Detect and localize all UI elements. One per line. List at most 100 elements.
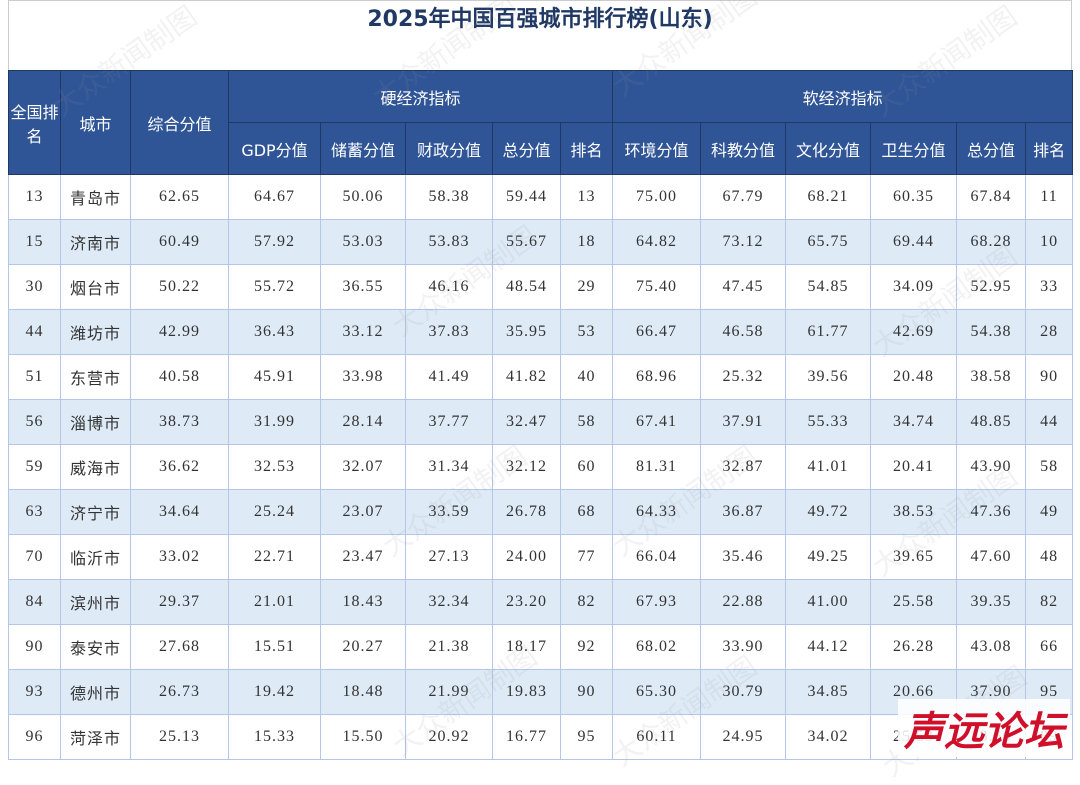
cell: 滨州市	[60, 579, 131, 625]
header-group: 硬经济指标	[227, 70, 614, 123]
cell: 70	[8, 534, 61, 580]
cell: 92	[559, 624, 614, 670]
cell: 43.90	[956, 444, 1027, 490]
header-cell: 综合分值	[130, 70, 229, 175]
cell: 24.00	[492, 534, 561, 580]
cell: 20.41	[870, 444, 958, 490]
cell: 41.49	[405, 354, 493, 400]
cell: 32.12	[492, 444, 561, 490]
cell: 75.40	[612, 264, 702, 310]
cell: 60.49	[130, 219, 229, 265]
cell: 烟台市	[60, 264, 131, 310]
cell: 32.47	[492, 399, 561, 445]
cell: 53	[559, 309, 614, 355]
cell: 55.33	[785, 399, 872, 445]
data-row: 63 济宁市 34.64 25.24 23.07 33.59 26.78 68 64.33 36.…	[8, 489, 1074, 535]
data-row: 90 泰安市 27.68 15.51 20.27 21.38 18.17 92 68.02 33.…	[8, 624, 1074, 670]
cell: 55.72	[228, 264, 321, 310]
cell: 41.00	[785, 579, 872, 625]
cell: 37.83	[405, 309, 493, 355]
cell: 90	[8, 624, 61, 670]
cell: 53.83	[405, 219, 493, 265]
cell: 29	[559, 264, 614, 310]
cell: 泰安市	[60, 624, 131, 670]
header-cell: 城市	[60, 70, 131, 175]
data-row: 30 烟台市 50.22 55.72 36.55 46.16 48.54 29 75.40 47.…	[8, 264, 1074, 310]
cell: 29.37	[130, 579, 229, 625]
cell: 68.28	[956, 219, 1027, 265]
cell: 23.20	[492, 579, 561, 625]
cell: 36.62	[130, 444, 229, 490]
cell: 13	[8, 174, 61, 220]
cell: 66.47	[612, 309, 702, 355]
cell: 69.44	[870, 219, 958, 265]
cell: 济宁市	[60, 489, 131, 535]
data-row: 44 潍坊市 42.99 36.43 33.12 37.83 35.95 53 66.47 46.…	[8, 309, 1074, 355]
cell: 77	[559, 534, 614, 580]
cell: 67.84	[956, 174, 1027, 220]
data-row: 93 德州市 26.73 19.42 18.48 21.99 19.83 90 65.30 30.…	[8, 669, 1074, 715]
data-row: 13 青岛市 62.65 64.67 50.06 58.38 59.44 13 75.00 67.…	[8, 174, 1074, 220]
cell: 16.77	[492, 714, 561, 760]
cell: 41.01	[785, 444, 872, 490]
cell: 20.27	[320, 624, 406, 670]
data-row: 84 滨州市 29.37 21.01 18.43 32.34 23.20 82 67.93 22.…	[8, 579, 1074, 625]
cell: 62.65	[130, 174, 229, 220]
cell: 49.72	[785, 489, 872, 535]
cell: 20.92	[405, 714, 493, 760]
cell: 45.91	[228, 354, 321, 400]
cell: 35.95	[492, 309, 561, 355]
header-row: GDP分值 储蓄分值 财政分值 总分值 排名 环境分值 科教分值 文化分值 卫生分值 总分值 排名	[9, 122, 1074, 175]
cell: 64.67	[228, 174, 321, 220]
header-cell: 储蓄分值	[320, 122, 406, 175]
page: 2025年中国百强城市排行榜(山东) 全国排名 城市 综合分值 硬经济指标 软经济指标 G…	[8, 0, 1074, 783]
cell: 22.88	[700, 579, 787, 625]
cell: 90	[559, 669, 614, 715]
cell: 34.74	[870, 399, 958, 445]
cell: 64.33	[612, 489, 702, 535]
cell: 67.93	[612, 579, 702, 625]
cell: 33.02	[130, 534, 229, 580]
cell: 40.58	[130, 354, 229, 400]
header-cell: 环境分值	[612, 122, 702, 175]
cell: 10	[1025, 219, 1074, 265]
cell: 22.71	[228, 534, 321, 580]
cell: 64.82	[612, 219, 702, 265]
cell: 44	[8, 309, 61, 355]
cell: 42.69	[870, 309, 958, 355]
cell: 58.38	[405, 174, 493, 220]
cell: 47.36	[956, 489, 1027, 535]
cell: 18.48	[320, 669, 406, 715]
cell: 37.77	[405, 399, 493, 445]
cell: 46.16	[405, 264, 493, 310]
cell: 44.12	[785, 624, 872, 670]
cell: 34.85	[785, 669, 872, 715]
cell: 44	[1025, 399, 1074, 445]
cell: 32.34	[405, 579, 493, 625]
header-cell: 财政分值	[405, 122, 493, 175]
cell: 36.55	[320, 264, 406, 310]
cell: 90	[1025, 354, 1074, 400]
cell: 15.33	[228, 714, 321, 760]
cell: 20.48	[870, 354, 958, 400]
cell: 25.13	[130, 714, 229, 760]
cell: 34.64	[130, 489, 229, 535]
header-cell: 卫生分值	[870, 122, 958, 175]
cell: 27.13	[405, 534, 493, 580]
cell: 68.21	[785, 174, 872, 220]
ranking-table: 全国排名 城市 综合分值 硬经济指标 软经济指标 GDP分值 储蓄分值 财政分值 总分值 排名 环境…	[8, 70, 1074, 760]
cell: 济南市	[60, 219, 131, 265]
data-row: 59 威海市 36.62 32.53 32.07 31.34 32.12 60 81.31 32.…	[8, 444, 1074, 490]
cell: 68.96	[612, 354, 702, 400]
cell: 96	[8, 714, 61, 760]
cell: 潍坊市	[60, 309, 131, 355]
cell: 18.43	[320, 579, 406, 625]
cell: 65.30	[612, 669, 702, 715]
cell: 82	[1025, 579, 1074, 625]
header-cell: 排名	[1025, 122, 1074, 175]
cell: 43.08	[956, 624, 1027, 670]
cell: 39.65	[870, 534, 958, 580]
header-cell: 总分值	[492, 122, 561, 175]
data-row: 15 济南市 60.49 57.92 53.03 53.83 55.67 18 64.82 73.…	[8, 219, 1074, 265]
cell: 23.47	[320, 534, 406, 580]
